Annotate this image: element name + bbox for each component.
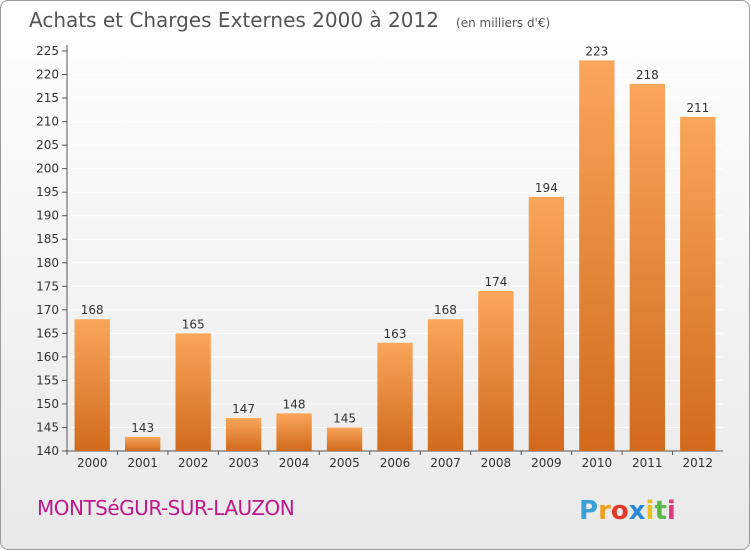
data-label-2009: 194 [535,181,558,195]
y-tick-label: 220 [36,68,59,82]
y-tick-label: 205 [36,138,59,152]
x-tick-label: 2009 [531,456,562,470]
y-tick-label: 155 [36,373,59,387]
proxiti-wordmark: Proxiti [579,496,676,526]
data-label-2006: 163 [384,327,407,341]
y-tick-label: 215 [36,91,59,105]
bar-2004 [276,413,312,451]
data-label-2008: 174 [484,275,507,289]
data-label-2007: 168 [434,303,457,317]
y-tick-label: 165 [36,326,59,340]
x-tick-label: 2010 [582,456,613,470]
y-tick-label: 160 [36,350,59,364]
data-label-2010: 223 [585,44,608,58]
data-label-2012: 211 [686,101,709,115]
bar-2000 [74,319,110,451]
data-label-2004: 148 [283,397,306,411]
y-tick-label: 145 [36,420,59,434]
y-tick-label: 225 [36,44,59,58]
y-tick-label: 200 [36,162,59,176]
bar-2003 [225,418,262,451]
y-tick-label: 140 [36,444,59,458]
x-tick-label: 2000 [77,456,108,470]
y-tick-label: 170 [36,303,59,317]
data-label-2003: 147 [232,402,255,416]
y-tick-label: 190 [36,209,59,223]
x-tick-label: 2011 [632,456,663,470]
y-axis-ticks: 140 145 150 155 160 165 170 175 180 185 190 195 200 2… [36,44,723,458]
x-axis-ticks: 2000 2001 2002 2003 2004 2005 2006 2007 2008 2009… [66,451,713,470]
x-tick-label: 2007 [430,456,461,470]
x-tick-label: 2005 [329,456,360,470]
bar-2008 [478,291,514,451]
x-tick-label: 2001 [127,456,158,470]
x-tick-label: 2006 [380,456,411,470]
x-tick-label: 2002 [178,456,209,470]
bar-2006 [377,342,413,451]
y-tick-label: 185 [36,232,59,246]
place-name: MONTSéGUR-SUR-LAUZON [37,496,294,520]
data-label-2011: 218 [636,68,659,82]
y-tick-label: 150 [36,397,59,411]
bar-2012 [680,116,716,451]
data-label-2001: 143 [131,421,154,435]
chart-title: Achats et Charges Externes 2000 à 2012 (… [29,8,550,32]
bar-2001 [125,436,161,451]
x-tick-label: 2008 [481,456,512,470]
y-tick-label: 195 [36,185,59,199]
data-label-2002: 165 [182,317,205,331]
bar-2009 [528,196,565,451]
bar-2005 [326,427,363,451]
proxiti-logo: Proxiti [579,496,676,526]
bar-2002 [175,333,211,451]
data-label-2000: 168 [81,303,104,317]
bar-2010 [579,60,615,451]
bar-2007 [427,319,464,451]
x-tick-label: 2012 [682,456,713,470]
x-tick-label: 2004 [279,456,310,470]
bars: 168 143 165 147 148 145 163 168 174 194 223 218 211 [74,44,716,452]
x-tick-label: 2003 [228,456,259,470]
y-tick-label: 210 [36,115,59,129]
data-label-2005: 145 [333,411,356,425]
y-tick-label: 175 [36,279,59,293]
y-tick-label: 180 [36,256,59,270]
bar-2011 [629,83,665,452]
